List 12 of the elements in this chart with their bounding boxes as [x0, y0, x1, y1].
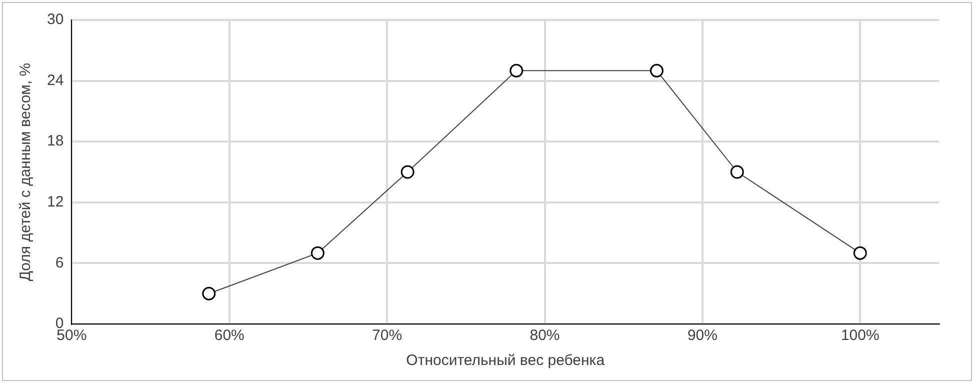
x-axis-title: Относительный вес ребенка: [406, 352, 606, 370]
y-axis-title: Доля детей с данным весом, %: [17, 62, 34, 282]
y-tick-label: 30: [46, 11, 64, 28]
x-tick-label: 80%: [530, 327, 560, 344]
x-tick-label: 70%: [372, 327, 402, 344]
y-tick-label: 6: [55, 254, 64, 272]
x-tick-label: 60%: [214, 327, 244, 344]
y-tick-label: 18: [46, 132, 64, 150]
y-tick-label: 12: [46, 194, 64, 211]
y-tick-label: 24: [46, 72, 64, 89]
x-tick-label: 100%: [840, 327, 880, 344]
x-tick-label: 90%: [687, 327, 718, 344]
